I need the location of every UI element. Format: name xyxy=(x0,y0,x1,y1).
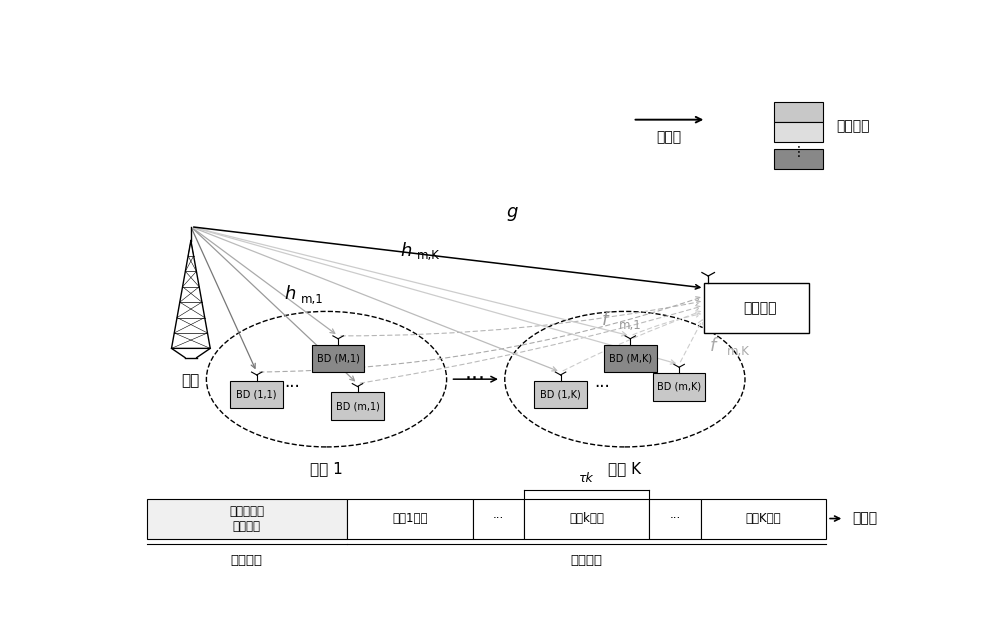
Text: 传输阶段: 传输阶段 xyxy=(571,554,603,567)
Text: 训练阶段: 训练阶段 xyxy=(231,554,263,567)
Text: 集群k传输: 集群k传输 xyxy=(569,512,604,525)
Text: ···: ··· xyxy=(284,378,300,396)
Text: BD (m,1): BD (m,1) xyxy=(336,401,379,411)
Text: h: h xyxy=(400,242,412,260)
Text: g: g xyxy=(507,203,518,221)
FancyBboxPatch shape xyxy=(701,498,826,538)
Text: 能量流: 能量流 xyxy=(656,130,682,144)
Text: ···: ··· xyxy=(465,369,486,389)
FancyBboxPatch shape xyxy=(473,498,524,538)
FancyBboxPatch shape xyxy=(774,122,822,142)
FancyBboxPatch shape xyxy=(653,373,705,401)
Text: ···: ··· xyxy=(669,512,681,525)
Text: m,K: m,K xyxy=(727,345,750,358)
Text: ⋮: ⋮ xyxy=(792,145,805,159)
Text: BD (1,K): BD (1,K) xyxy=(540,390,581,399)
Text: f: f xyxy=(602,311,608,329)
Text: 基站: 基站 xyxy=(182,373,200,388)
Text: h: h xyxy=(284,285,295,304)
Text: ···: ··· xyxy=(493,512,504,525)
FancyBboxPatch shape xyxy=(704,283,809,333)
FancyBboxPatch shape xyxy=(649,498,701,538)
FancyBboxPatch shape xyxy=(774,149,822,169)
Text: 集群 1: 集群 1 xyxy=(310,461,343,476)
FancyBboxPatch shape xyxy=(147,498,347,538)
Text: BD (M,1): BD (M,1) xyxy=(317,353,360,364)
FancyBboxPatch shape xyxy=(534,381,587,408)
Text: f: f xyxy=(710,337,716,355)
FancyBboxPatch shape xyxy=(230,381,283,408)
Text: τk: τk xyxy=(579,471,594,485)
Text: BD (1,1): BD (1,1) xyxy=(237,390,277,399)
Ellipse shape xyxy=(206,311,447,447)
Text: BD (m,K): BD (m,K) xyxy=(657,382,701,392)
FancyBboxPatch shape xyxy=(524,498,649,538)
FancyBboxPatch shape xyxy=(331,392,384,420)
Text: m,K: m,K xyxy=(417,249,440,262)
Text: 信道估计和
集群划分: 信道估计和 集群划分 xyxy=(229,505,264,533)
FancyBboxPatch shape xyxy=(604,345,657,372)
Text: 主接收机: 主接收机 xyxy=(744,301,777,315)
FancyBboxPatch shape xyxy=(774,102,822,122)
Text: ···: ··· xyxy=(594,378,610,396)
Text: 帧结构: 帧结构 xyxy=(852,512,877,526)
FancyBboxPatch shape xyxy=(312,345,364,372)
Text: 集群1传输: 集群1传输 xyxy=(392,512,427,525)
Text: BD (M,K): BD (M,K) xyxy=(609,353,652,364)
Text: m,1: m,1 xyxy=(619,319,641,332)
FancyBboxPatch shape xyxy=(347,498,473,538)
Text: 集群K传输: 集群K传输 xyxy=(746,512,781,525)
Ellipse shape xyxy=(505,311,745,447)
Text: 集群 K: 集群 K xyxy=(608,461,641,476)
Text: 能量小组: 能量小组 xyxy=(836,119,870,133)
Text: m,1: m,1 xyxy=(301,293,324,306)
